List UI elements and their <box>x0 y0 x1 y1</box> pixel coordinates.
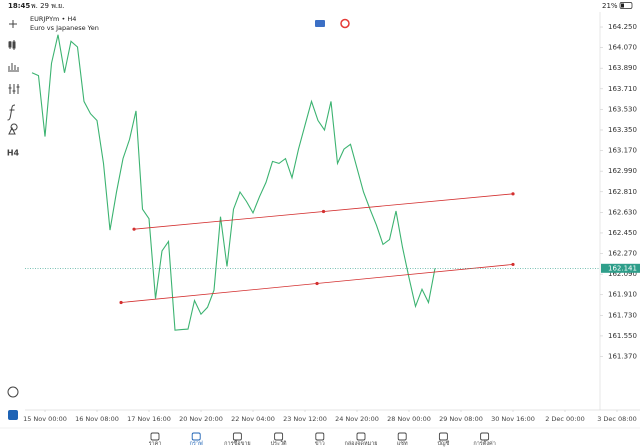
app-logo <box>8 410 18 420</box>
nav-label[interactable]: แชท <box>397 440 408 447</box>
symbol-subtitle: Euro vs Japanese Yen <box>30 24 99 32</box>
x-tick-label: 2 Dec 00:00 <box>545 415 585 423</box>
trendline-anchor[interactable] <box>511 192 515 196</box>
bars-tool[interactable] <box>8 63 19 72</box>
left-toolbar <box>7 20 20 398</box>
x-tick-label: 23 Nov 12:00 <box>283 415 327 423</box>
y-tick-label: 163.710 <box>608 85 637 93</box>
y-tick-label: 163.890 <box>608 64 637 72</box>
y-tick-label: 161.910 <box>608 291 637 299</box>
y-tick-label: 162.630 <box>608 208 637 216</box>
indicators-tool[interactable] <box>8 84 20 94</box>
shapes-tool[interactable] <box>8 123 18 135</box>
trendline-anchor[interactable] <box>132 227 136 231</box>
chart-type-tool[interactable] <box>8 40 16 50</box>
y-tick-label: 163.350 <box>608 126 637 134</box>
y-tick-label: 161.730 <box>608 311 637 319</box>
current-price-label: 162.141 <box>608 264 637 272</box>
nav-label[interactable]: การซื้อขาย <box>224 439 250 447</box>
nav-label[interactable]: กล่องจดหมาย <box>344 441 377 447</box>
x-tick-label: 17 Nov 16:00 <box>127 415 171 423</box>
nav-icon[interactable] <box>438 432 448 441</box>
y-tick-label: 162.270 <box>608 250 637 258</box>
nav-icon[interactable] <box>397 432 407 441</box>
status-battery: 21% <box>602 2 618 10</box>
symbol-title: EURJPYm • H4 <box>30 15 76 23</box>
y-tick-label: 162.810 <box>608 188 637 196</box>
trendline-anchor[interactable] <box>119 300 123 305</box>
trendline-handle[interactable] <box>321 209 326 214</box>
nav-icon[interactable] <box>356 432 366 441</box>
plot <box>25 34 600 331</box>
y-tick-label: 163.170 <box>608 147 637 155</box>
battery-icon <box>619 2 633 9</box>
battery-level <box>621 3 624 8</box>
y-tick-label: 162.450 <box>608 229 637 237</box>
x-tick-label: 28 Nov 00:00 <box>387 415 431 423</box>
nav-label[interactable]: ราคา <box>149 441 162 447</box>
x-tick-label: 3 Dec 08:00 <box>597 415 637 423</box>
price-line <box>31 34 436 331</box>
y-tick-label: 163.530 <box>608 105 637 113</box>
nav-icon[interactable] <box>191 432 201 441</box>
y-tick-label: 164.250 <box>608 23 637 31</box>
x-tick-label: 20 Nov 20:00 <box>179 415 223 423</box>
x-tick-label: 15 Nov 00:00 <box>23 415 67 423</box>
functions-tool[interactable] <box>7 104 16 121</box>
y-tick-label: 162.090 <box>608 270 637 278</box>
status-date: พ. 29 พ.ย. <box>31 2 64 10</box>
nav-icon[interactable] <box>480 432 490 441</box>
x-tick-label: 29 Nov 08:00 <box>439 415 483 423</box>
y-tick-label: 161.370 <box>608 353 637 361</box>
nav-icon[interactable] <box>232 432 242 441</box>
trendline-anchor[interactable] <box>511 262 515 267</box>
timeframe-button[interactable]: H4 <box>7 149 20 158</box>
y-tick-label: 161.550 <box>608 332 637 340</box>
x-tick-label: 16 Nov 08:00 <box>75 415 119 423</box>
x-tick-label: 22 Nov 04:00 <box>231 415 275 423</box>
y-tick-label: 162.990 <box>608 167 637 175</box>
crosshair-tool[interactable] <box>9 20 17 28</box>
y-tick-label: 164.070 <box>608 44 637 52</box>
nav-icon[interactable] <box>150 432 160 441</box>
nav-label[interactable]: ข่าว <box>315 441 325 447</box>
nav-label[interactable]: การตั้งค่า <box>473 439 495 447</box>
speed-tool[interactable] <box>7 386 19 398</box>
x-tick-label: 30 Nov 16:00 <box>491 415 535 423</box>
nav-label[interactable]: ประวัติ <box>271 440 287 447</box>
sync-icon[interactable] <box>340 18 350 29</box>
nav-icon[interactable] <box>315 432 325 441</box>
nav-label[interactable]: กราฟ <box>190 440 203 447</box>
bottom-nav: ราคา กราฟ การซื้อขาย ประวัติ ข่าว กล่องจดหมาย… <box>149 432 496 447</box>
flag-icon[interactable] <box>315 20 325 27</box>
trendline-handle[interactable] <box>315 281 319 286</box>
nav-label[interactable]: บัญชี <box>437 440 449 447</box>
status-time: 18:45 <box>8 2 30 10</box>
nav-icon[interactable] <box>274 432 284 441</box>
axes: 164.250 164.070 163.890 163.710 163.530 163.3… <box>23 23 640 423</box>
current-price-box <box>601 263 640 273</box>
x-tick-label: 24 Nov 20:00 <box>335 415 379 423</box>
